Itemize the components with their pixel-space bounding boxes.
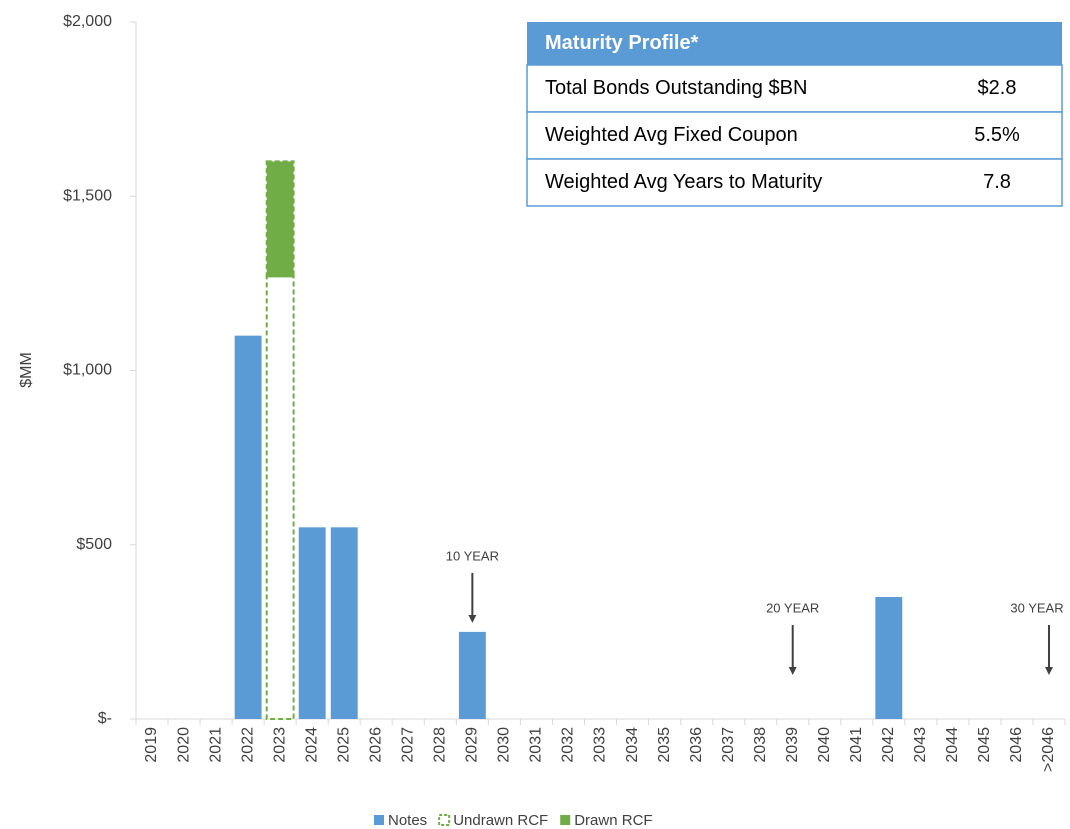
- x-tick-label: >2046: [1040, 727, 1057, 772]
- x-tick-label: 2042: [880, 727, 897, 763]
- table-value: $2.8: [978, 77, 1017, 99]
- bar: [875, 597, 903, 719]
- x-tick-label: 2031: [528, 727, 545, 763]
- y-tick-label: $2,000: [63, 13, 112, 30]
- y-tick-label: $-: [98, 710, 112, 727]
- x-tick-label: 2033: [592, 727, 609, 763]
- legend-swatch: [374, 815, 384, 825]
- annotation: 20 YEAR: [766, 600, 819, 615]
- annotation: 30 YEAR: [1010, 600, 1063, 615]
- bar: [265, 160, 295, 278]
- x-tick-label: 2040: [816, 727, 833, 763]
- x-tick-label: 2021: [207, 727, 224, 763]
- table-row: [526, 158, 1063, 207]
- legend-swatch: [438, 814, 451, 826]
- table-header: [527, 22, 1062, 65]
- bar: [234, 335, 262, 719]
- x-tick-label: 2027: [400, 727, 417, 763]
- legend-label: Undrawn RCF: [453, 812, 548, 829]
- legend-swatch: [560, 815, 571, 825]
- x-tick-label: 2019: [143, 727, 160, 763]
- bar: [298, 527, 326, 719]
- x-tick-label: 2044: [944, 727, 961, 763]
- x-tick-label: 2037: [720, 727, 737, 763]
- y-tick-label: $1,000: [63, 362, 112, 379]
- bar: [458, 631, 486, 719]
- table-label: Total Bonds Outstanding $BN: [545, 77, 807, 99]
- table-label: Weighted Avg Fixed Coupon: [545, 124, 798, 146]
- x-tick-label: 2034: [624, 727, 641, 763]
- x-tick-label: 2032: [560, 727, 577, 763]
- y-axis-label: $MM: [18, 352, 35, 388]
- x-tick-label: 2036: [688, 727, 705, 763]
- x-tick-label: 2024: [303, 727, 320, 763]
- x-tick-label: 2035: [656, 727, 673, 763]
- x-tick-label: 2046: [1008, 727, 1025, 763]
- table-title: Maturity Profile*: [545, 32, 699, 54]
- x-tick-label: 2022: [239, 727, 256, 763]
- x-tick-label: 2043: [912, 727, 929, 763]
- table-row: [526, 111, 1063, 160]
- table-value: 7.8: [983, 171, 1011, 193]
- y-tick-label: $500: [76, 536, 112, 553]
- x-tick-label: 2041: [848, 727, 865, 763]
- x-tick-label: 2030: [496, 727, 513, 763]
- x-tick-label: 2026: [367, 727, 384, 763]
- table-row: [526, 64, 1063, 113]
- x-tick-label: 2038: [752, 727, 769, 763]
- y-tick-label: $1,500: [63, 187, 112, 204]
- x-tick-label: 2028: [432, 727, 449, 763]
- bar: [265, 275, 295, 720]
- x-tick-label: 2045: [976, 727, 993, 763]
- x-tick-label: 2039: [784, 727, 801, 763]
- x-tick-label: 2023: [271, 727, 288, 763]
- table-value: 5.5%: [974, 124, 1020, 146]
- x-tick-label: 2025: [335, 727, 352, 763]
- x-tick-label: 2029: [464, 727, 481, 763]
- legend-label: Notes: [388, 812, 427, 829]
- table-label: Weighted Avg Years to Maturity: [545, 171, 822, 193]
- x-tick-label: 2020: [175, 727, 192, 763]
- bar: [330, 527, 358, 719]
- annotation: 10 YEAR: [446, 548, 499, 563]
- legend-label: Drawn RCF: [574, 812, 652, 829]
